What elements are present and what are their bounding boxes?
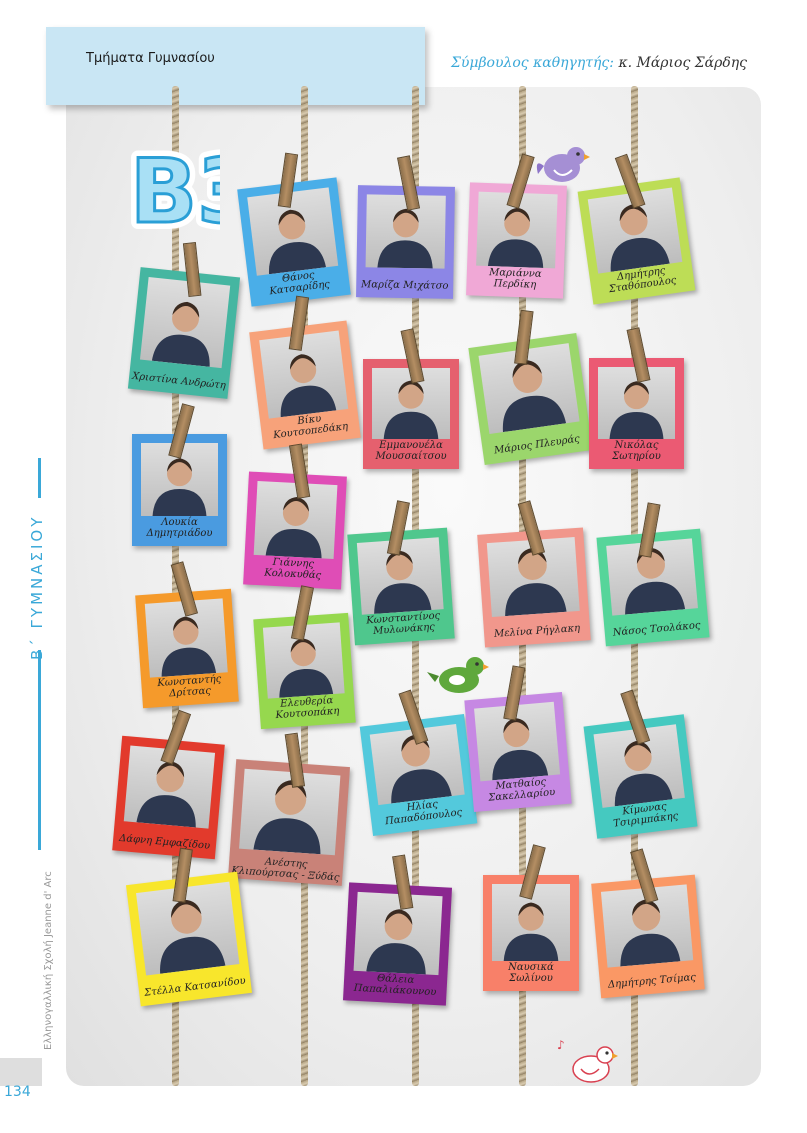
class-label-logo: B3 B3 (128, 134, 220, 234)
student-name: Ανέστης Κλιπούρτσας - Ξύδάς (231, 856, 340, 884)
student-photo (136, 881, 240, 976)
student-name: Γιάννης Κολοκυθάς (264, 556, 322, 582)
student-photo (606, 538, 698, 616)
student-name: Μαρίζα Μιχάτσο (360, 279, 449, 292)
student-name: Νικόλας Σωτηρίου (612, 440, 661, 462)
student-card: Στέλλα Κατσανίδου (125, 847, 253, 1007)
student-card: Εμμανουέλα Μουσσαίτσου (363, 328, 459, 469)
rope (172, 86, 179, 1086)
student-photo (600, 884, 694, 968)
student-name: Δημήτρης Τσίμας (607, 972, 697, 991)
student-photo (593, 724, 685, 808)
green-bird-icon (427, 657, 489, 693)
student-photo (353, 891, 443, 976)
student-card: Θάνος Κατσαρίδης (237, 152, 351, 307)
purple-bird-icon (536, 147, 590, 182)
student-card: Λουκία Δημητριάδου (132, 403, 227, 546)
student-photo (139, 276, 231, 369)
student-card: Μαριάννα Περδίκη (466, 153, 567, 299)
student-card: Μάριος Πλευράς (468, 309, 593, 466)
student-photo (365, 194, 446, 269)
student-card: Κίμωνας Τσιριμπάκης (583, 689, 698, 839)
student-card: Δημήτρης Σταθόπουλος (577, 153, 696, 305)
student-name: Λουκία Δημητριάδου (146, 517, 213, 539)
student-card: Ματθαίος Σακελλαρίου (464, 665, 572, 813)
student-photo (369, 724, 465, 806)
student-card: Κωνσταντίνος Μυλωνάκης (347, 500, 455, 646)
student-name: Μαριάννα Περδίκη (488, 267, 542, 291)
side-rule-top (38, 458, 41, 498)
student-card: Δημήτρης Τσίμας (591, 848, 705, 999)
student-card: Θάλεια Παπαλιάκουνου (342, 854, 453, 1006)
student-card: Νάσος Τσολάκος (596, 502, 710, 647)
section-side-title: Β΄ ΓΥΜΝΑΣΙΟΥ (28, 514, 46, 660)
header-tab: Τμήματα Γυμνασίου (46, 27, 425, 105)
section-title: Τμήματα Γυμνασίου (86, 51, 215, 66)
advisor: Σύμβουλος καθηγητής: κ. Μάριος Σάρδης (451, 55, 747, 71)
svg-text:B3: B3 (130, 140, 220, 234)
page-tab (0, 1058, 42, 1086)
student-photo (239, 768, 341, 856)
school-name: Ελληνογαλλική Σχολή Jeanne d' Arc (43, 871, 54, 1050)
student-card: Μαρίζα Μιχάτσο (356, 155, 455, 299)
side-rule-bottom (38, 650, 41, 850)
student-name: Χριστίνα Ανδρώτη (131, 370, 227, 392)
student-card: Ανέστης Κλιπούρτσας - Ξύδάς (227, 732, 351, 886)
advisor-label: Σύμβουλος καθηγητής: (450, 55, 614, 71)
student-name: Δάφνη Εμφαζίδου (118, 832, 211, 852)
student-name: Μελίνα Ρήγλακη (493, 622, 581, 640)
student-photo (356, 537, 444, 615)
student-card: Ελευθερία Κουτσοπάκη (253, 585, 356, 730)
student-photo (144, 598, 228, 678)
student-card: Ηλίας Παπαδόπουλος (359, 689, 478, 836)
red-bird-icon: ♪ (557, 1038, 618, 1083)
student-photo (247, 187, 339, 276)
student-photo (476, 191, 558, 269)
student-name: Ναυσικά Σωλίνου (508, 962, 554, 984)
student-card: Μελίνα Ρήγλακη (477, 500, 591, 648)
student-name: Εμμανουέλα Μουσσαίτσου (375, 440, 447, 462)
student-photo (478, 343, 580, 435)
student-card: Ναυσικά Σωλίνου (483, 844, 579, 991)
student-name: Θάλεια Παπαλιάκουνου (353, 972, 437, 999)
advisor-name: κ. Μάριος Σάρδης (618, 55, 747, 71)
svg-text:B3: B3 (130, 140, 220, 234)
svg-text:♪: ♪ (557, 1038, 565, 1052)
student-card: Βίκυ Κουτσοπεδάκη (249, 295, 361, 450)
student-photo (474, 701, 561, 782)
student-card: Γιάννης Κολοκυθάς (243, 443, 347, 590)
student-card: Νικόλας Σωτηρίου (589, 327, 684, 469)
student-card: Δάφνη Εμφαζίδου (112, 709, 225, 860)
student-photo (123, 745, 216, 829)
student-photo (253, 480, 338, 560)
student-photo (262, 622, 345, 699)
student-photo (259, 330, 349, 419)
student-card: Χριστίνα Ανδρώτη (127, 241, 241, 399)
page-number: 134 (4, 1084, 31, 1100)
student-card: Κωνσταντής Δρίτσας (135, 561, 239, 709)
student-name: Νάσος Τσολάκος (612, 620, 701, 639)
side-bar: Β΄ ΓΥΜΝΑΣΙΟΥ Ελληνογαλλική Σχολή Jeanne … (0, 0, 54, 1133)
student-photo (587, 187, 683, 274)
